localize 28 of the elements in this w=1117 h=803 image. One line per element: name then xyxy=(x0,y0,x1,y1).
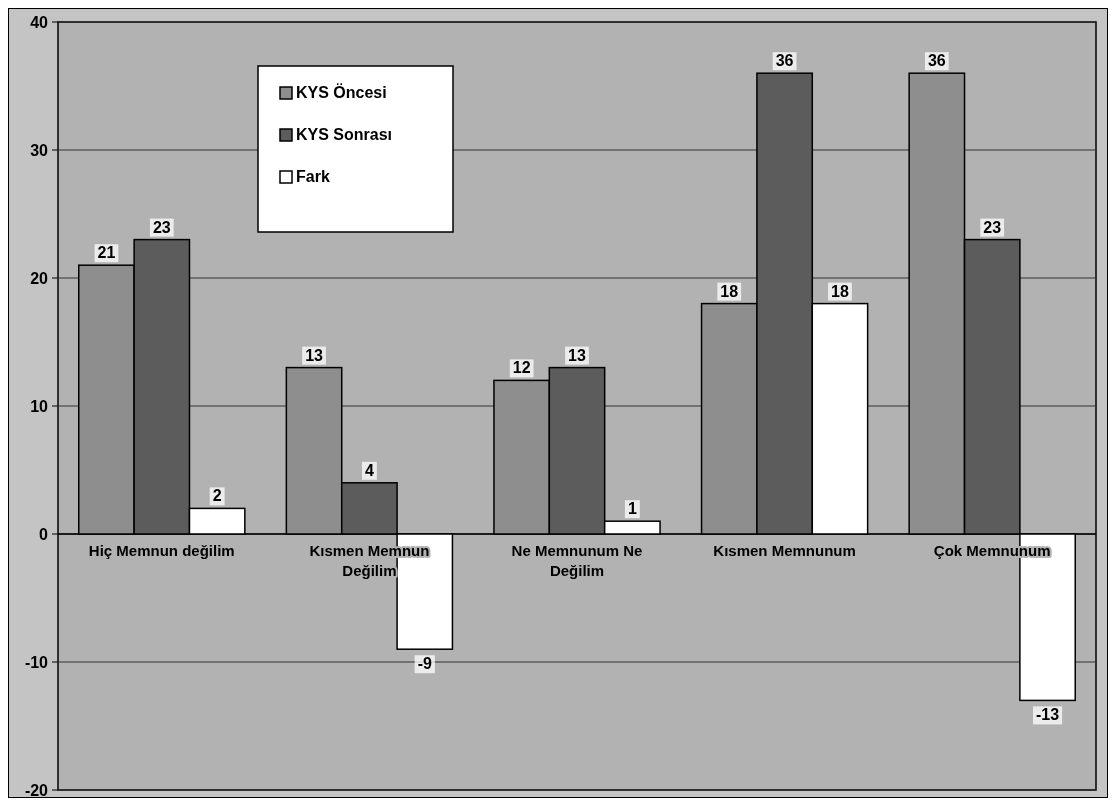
y-tick-label: 20 xyxy=(30,269,49,287)
data-label: 36 xyxy=(775,52,794,70)
data-label: 13 xyxy=(568,346,586,364)
x-tick-label: Hiç Memnun değilim xyxy=(88,542,235,559)
y-tick-label: 10 xyxy=(30,397,49,415)
legend-label: Fark xyxy=(296,168,330,185)
data-label: 21 xyxy=(97,244,116,262)
data-label: 36 xyxy=(927,52,946,70)
data-label: -9 xyxy=(417,655,432,673)
data-label: 18 xyxy=(720,282,739,300)
legend-label: KYS Öncesi xyxy=(296,83,387,101)
y-tick-label: 40 xyxy=(30,13,49,31)
data-label: 1 xyxy=(627,500,637,518)
data-label: 23 xyxy=(983,218,1002,236)
x-tick-label: Kısmen Memnunum xyxy=(713,542,856,559)
data-label: 4 xyxy=(364,461,374,479)
y-tick-label: 0 xyxy=(39,525,49,543)
data-label: -13 xyxy=(1036,706,1060,724)
data-label: 18 xyxy=(831,282,849,300)
x-tick-label: Ne Memnunum Ne Değilim xyxy=(511,542,643,579)
data-label: 2 xyxy=(212,487,222,505)
data-label: 12 xyxy=(512,359,531,377)
y-tick-label: -10 xyxy=(24,653,49,671)
y-tick-label: -20 xyxy=(24,781,49,799)
legend-label: KYS Sonrası xyxy=(296,126,393,143)
data-label: 23 xyxy=(152,218,171,236)
y-tick-label: 30 xyxy=(30,141,49,159)
data-label: 13 xyxy=(305,346,324,364)
